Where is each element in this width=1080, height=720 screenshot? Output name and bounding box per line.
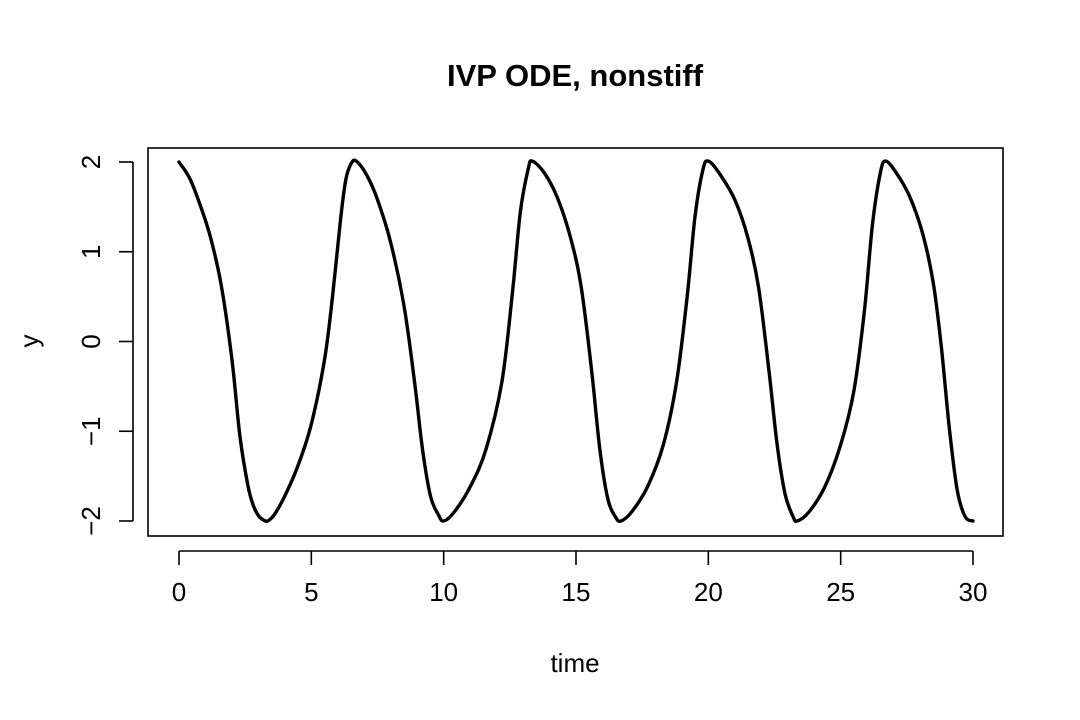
y-tick-label: −2	[76, 506, 106, 536]
y-tick-label: 0	[76, 334, 106, 348]
y-axis: −2 −1 0 1 2	[76, 155, 134, 536]
x-tick-label: 10	[429, 577, 458, 607]
x-axis-label: time	[550, 648, 599, 678]
x-tick-label: 30	[959, 577, 988, 607]
y-tick-label: −1	[76, 416, 106, 446]
x-tick-label: 5	[304, 577, 318, 607]
plot-frame	[147, 147, 1004, 537]
y-axis-label: y	[14, 335, 44, 348]
x-axis: 0 5 10 15 20 25 30	[172, 550, 988, 607]
y-tick-label: 1	[76, 245, 106, 259]
x-tick-label: 20	[694, 577, 723, 607]
x-tick-label: 25	[826, 577, 855, 607]
x-tick-label: 0	[172, 577, 186, 607]
series-line	[177, 158, 975, 524]
series-group	[177, 158, 975, 524]
x-tick-label: 15	[562, 577, 591, 607]
chart-title: IVP ODE, nonstiff	[447, 58, 704, 93]
y-tick-label: 2	[76, 155, 106, 169]
